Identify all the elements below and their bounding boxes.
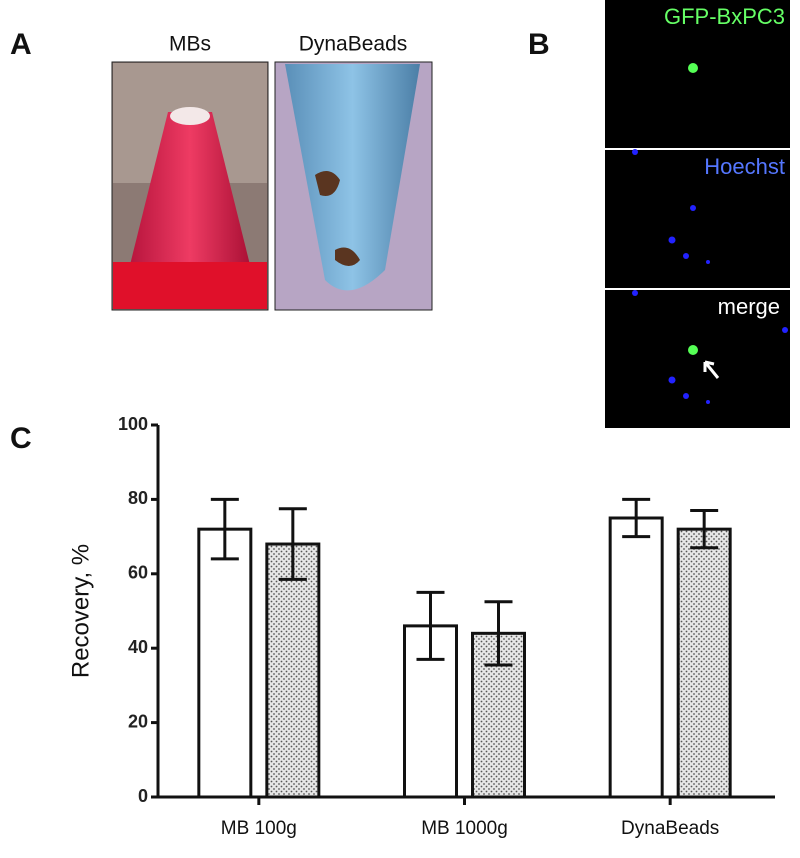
panel-label: C [10,422,32,455]
panel-label: A [10,28,32,61]
caption: GFP-BxPC3 [664,4,785,29]
y-axis-label: Recovery, % [67,544,94,678]
photo-mbs [111,61,269,311]
caption: merge [718,294,780,319]
bar [676,527,732,799]
error-bar [210,497,239,561]
y-tick-label: 100 [118,414,148,434]
error-bar [416,590,445,661]
y-tick-label: 80 [128,488,148,508]
photo-dynabeads [274,61,433,311]
caption: MBs [169,33,211,56]
bar [608,516,664,799]
y-tick-label: 20 [128,711,148,731]
caption: Hoechst [704,154,785,179]
error-bar [484,600,513,667]
micrograph [605,0,790,428]
y-tick-label: 0 [138,786,148,806]
error-bar [622,497,651,539]
error-bar [690,509,719,550]
y-tick-label: 40 [128,637,148,657]
error-bar [278,507,307,581]
x-tick-label: MB 1000g [421,818,508,839]
chart: 0 20 40 60 80 100 MB 100g MB 1000g DynaBeads [118,414,775,839]
panel-label: B [528,28,550,61]
bar [197,527,253,799]
x-tick-label: DynaBeads [621,818,719,839]
caption: DynaBeads [299,33,408,56]
bar [265,542,321,799]
y-tick-label: 60 [128,563,148,583]
x-tick-label: MB 100g [221,818,297,839]
